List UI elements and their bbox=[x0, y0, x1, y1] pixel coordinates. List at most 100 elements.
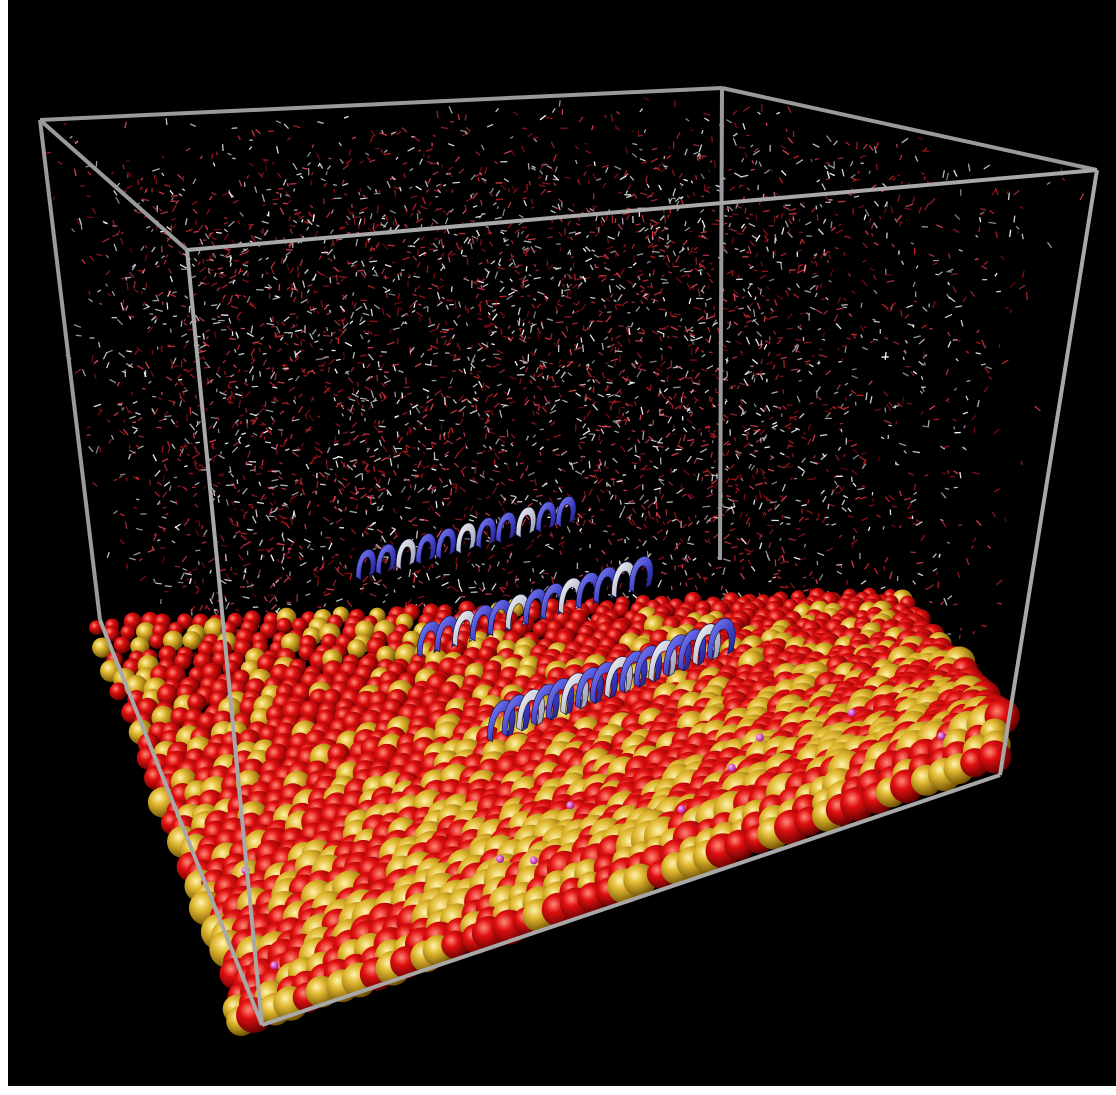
water-molecule bbox=[530, 578, 531, 581]
water-molecule bbox=[900, 223, 901, 227]
water-molecule bbox=[671, 312, 672, 317]
water-molecule bbox=[799, 232, 803, 233]
water-molecule bbox=[638, 135, 643, 136]
water-molecule bbox=[803, 577, 806, 578]
water-molecule bbox=[232, 158, 235, 159]
water-molecule bbox=[308, 299, 309, 303]
water-molecule bbox=[754, 500, 755, 505]
water-molecule bbox=[202, 525, 203, 529]
water-molecule bbox=[439, 420, 444, 421]
water-molecule bbox=[643, 432, 644, 440]
water-molecule bbox=[749, 284, 753, 285]
water-molecule bbox=[620, 561, 621, 566]
water-molecule bbox=[165, 586, 172, 587]
water-molecule bbox=[861, 303, 862, 308]
water-molecule bbox=[620, 500, 621, 505]
water-molecule bbox=[275, 501, 276, 504]
water-molecule bbox=[318, 579, 319, 587]
water-molecule bbox=[220, 273, 223, 274]
water-molecule bbox=[825, 163, 830, 164]
water-molecule bbox=[481, 200, 482, 205]
water-molecule bbox=[666, 312, 667, 317]
water-molecule bbox=[217, 483, 221, 484]
water-molecule bbox=[714, 306, 715, 310]
water-molecule bbox=[556, 322, 564, 323]
water-molecule bbox=[664, 156, 665, 159]
water-molecule bbox=[935, 274, 938, 275]
water-molecule bbox=[196, 442, 200, 443]
water-molecule bbox=[136, 499, 139, 500]
water-molecule bbox=[530, 481, 534, 482]
water-molecule bbox=[580, 442, 585, 443]
water-molecule bbox=[370, 497, 371, 505]
water-molecule bbox=[361, 401, 364, 402]
water-molecule bbox=[822, 339, 825, 340]
water-molecule bbox=[763, 211, 770, 212]
water-molecule bbox=[260, 371, 261, 376]
water-molecule bbox=[660, 488, 661, 494]
water-molecule bbox=[724, 246, 725, 252]
water-molecule bbox=[246, 598, 249, 599]
water-molecule bbox=[492, 411, 493, 416]
water-molecule bbox=[451, 488, 452, 495]
water-molecule bbox=[571, 257, 574, 258]
water-molecule bbox=[691, 370, 694, 371]
water-molecule bbox=[625, 539, 626, 543]
water-molecule bbox=[665, 217, 666, 224]
water-molecule bbox=[854, 536, 855, 540]
water-molecule bbox=[379, 421, 380, 425]
water-molecule bbox=[464, 514, 465, 518]
water-molecule bbox=[452, 371, 456, 372]
water-molecule bbox=[247, 529, 253, 530]
water-molecule bbox=[609, 402, 617, 403]
water-molecule bbox=[181, 321, 182, 327]
water-molecule bbox=[765, 447, 770, 448]
water-molecule bbox=[533, 411, 534, 416]
water-molecule bbox=[127, 172, 128, 178]
water-molecule bbox=[735, 249, 739, 250]
water-molecule bbox=[523, 247, 524, 255]
water-molecule bbox=[233, 573, 238, 574]
water-molecule bbox=[374, 248, 375, 251]
water-molecule bbox=[892, 506, 897, 507]
water-molecule bbox=[334, 189, 335, 193]
water-molecule bbox=[447, 329, 454, 330]
water-molecule bbox=[557, 311, 558, 314]
water-molecule bbox=[489, 323, 493, 324]
water-molecule bbox=[289, 184, 297, 185]
water-molecule bbox=[711, 490, 712, 493]
water-molecule bbox=[825, 253, 826, 256]
water-molecule bbox=[742, 434, 746, 435]
water-molecule bbox=[272, 367, 273, 372]
water-molecule bbox=[928, 420, 929, 426]
water-molecule bbox=[896, 421, 897, 425]
water-molecule bbox=[366, 496, 374, 497]
water-molecule bbox=[910, 552, 915, 553]
water-molecule bbox=[547, 191, 551, 192]
water-molecule bbox=[688, 247, 689, 250]
water-molecule bbox=[384, 154, 391, 155]
water-molecule bbox=[152, 396, 156, 397]
water-molecule bbox=[81, 224, 82, 230]
water-molecule bbox=[556, 455, 560, 456]
water-molecule bbox=[753, 270, 757, 271]
water-molecule bbox=[817, 214, 818, 220]
water-molecule bbox=[913, 523, 917, 524]
water-molecule bbox=[237, 479, 238, 484]
water-molecule bbox=[616, 417, 622, 418]
water-molecule bbox=[357, 270, 364, 271]
page: (() => { const data = JSON.parse(documen… bbox=[0, 0, 1116, 1095]
water-molecule bbox=[835, 493, 841, 494]
water-molecule bbox=[232, 391, 233, 395]
water-molecule bbox=[378, 506, 379, 511]
water-molecule bbox=[659, 309, 666, 310]
water-molecule bbox=[668, 347, 671, 348]
water-molecule bbox=[443, 469, 449, 470]
water-molecule bbox=[640, 415, 641, 420]
water-molecule bbox=[53, 196, 54, 200]
water-molecule bbox=[805, 544, 806, 548]
water-molecule bbox=[883, 526, 884, 529]
water-molecule bbox=[639, 149, 642, 150]
water-molecule bbox=[660, 415, 664, 416]
water-molecule bbox=[157, 347, 158, 350]
